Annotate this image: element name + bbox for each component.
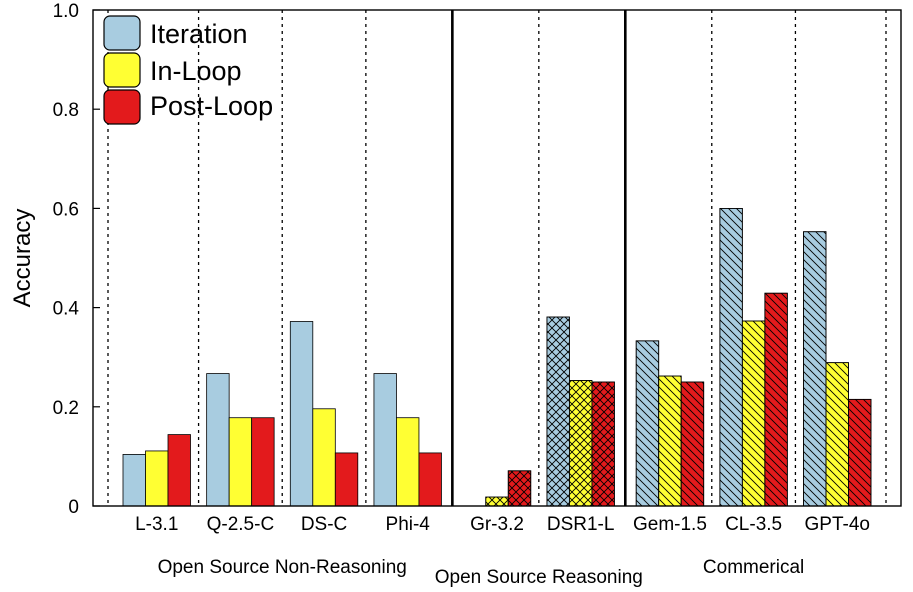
y-axis: 0 0.2 0.4 0.6 0.8 1.0 [53,1,100,518]
bar-q-2-5-c-iteration [206,373,230,507]
bar-phi-4-in-loop [396,417,420,507]
bar-hatch-gpt-4o-iteration [803,231,827,507]
x-tick-label-q-2-5-c: Q-2.5-C [207,514,275,535]
bar-phi-4-iteration [373,373,397,507]
bar-hatch-dsr1-l-iteration [546,316,570,507]
y-tick-label-0: 0 [68,497,79,518]
y-tick-label-1: 0.2 [53,398,79,419]
bar-hatch-dsr1-l-in-loop [568,380,593,507]
legend: Iteration In-Loop Post-Loop [103,15,273,125]
legend-swatch-iteration [103,15,141,51]
y-tick-label-2: 0.4 [53,299,80,320]
bar-l-3-1-in-loop [145,450,169,507]
x-tick-label-l-3-1: L-3.1 [135,514,178,535]
y-axis-label: Accuracy [9,209,36,308]
bar-hatch-gem-1-5-in-loop [658,375,682,507]
legend-label-iteration: Iteration [150,19,248,49]
bar-hatch-gem-1-5-post-loop [680,381,705,507]
x-axis-labels: L-3.1 Q-2.5-C DS-C Phi-4 Gr-3.2 DSR1-L Gem-1.5… [135,514,870,535]
group-label-open-source-reasoning: Open Source Reasoning [435,567,643,588]
y-tick-label-3: 0.6 [53,199,79,220]
category-separators [107,10,887,506]
x-tick-label-gem-1-5: Gem-1.5 [633,514,707,535]
group-label-commerical: Commerical [703,557,804,578]
bar-q-2-5-c-post-loop [251,417,275,507]
legend-label-post-loop: Post-Loop [150,91,273,121]
legend-swatch-in-loop [103,52,141,88]
bar-hatch-gpt-4o-in-loop [825,362,849,507]
bar-hatch-gpt-4o-post-loop [848,398,872,507]
legend-swatch-post-loop [103,89,141,125]
bar-l-3-1-post-loop [167,434,191,507]
x-tick-label-gr-3-2: Gr-3.2 [470,514,524,535]
plot-frame [92,9,902,507]
bar-ds-c-post-loop [334,452,359,507]
bar-hatch-gr-3-2-post-loop [507,470,532,507]
bar-hatch-gr-3-2-in-loop [485,496,509,507]
x-tick-label-ds-c: DS-C [301,514,347,535]
y-tick-label-4: 0.8 [53,100,79,121]
x-tick-label-gpt-4o: GPT-4o [805,514,870,535]
group-labels: Open Source Non-Reasoning Open Source Rea… [158,557,805,588]
x-tick-label-phi-4: Phi-4 [386,514,431,535]
x-tick-label-cl-3-5: CL-3.5 [725,514,782,535]
bar-q-2-5-c-in-loop [228,417,253,507]
bar-phi-4-post-loop [418,452,442,507]
bar-hatch-dsr1-l-post-loop [591,381,615,507]
bar-hatch-cl-3-5-post-loop [764,292,788,507]
legend-label-in-loop: In-Loop [150,56,242,86]
bar-hatch-cl-3-5-in-loop [741,320,766,507]
bar-hatch-cl-3-5-iteration [719,207,743,507]
bars [122,207,872,507]
bar-ds-c-iteration [289,321,314,507]
x-tick-label-dsr1-l: DSR1-L [547,514,615,535]
bar-l-3-1-iteration [122,454,146,507]
bar-ds-c-in-loop [312,408,336,507]
group-label-open-source-non-reasoning: Open Source Non-Reasoning [158,557,407,578]
bar-hatch-gem-1-5-iteration [635,340,660,507]
y-tick-label-5: 1.0 [53,1,79,22]
